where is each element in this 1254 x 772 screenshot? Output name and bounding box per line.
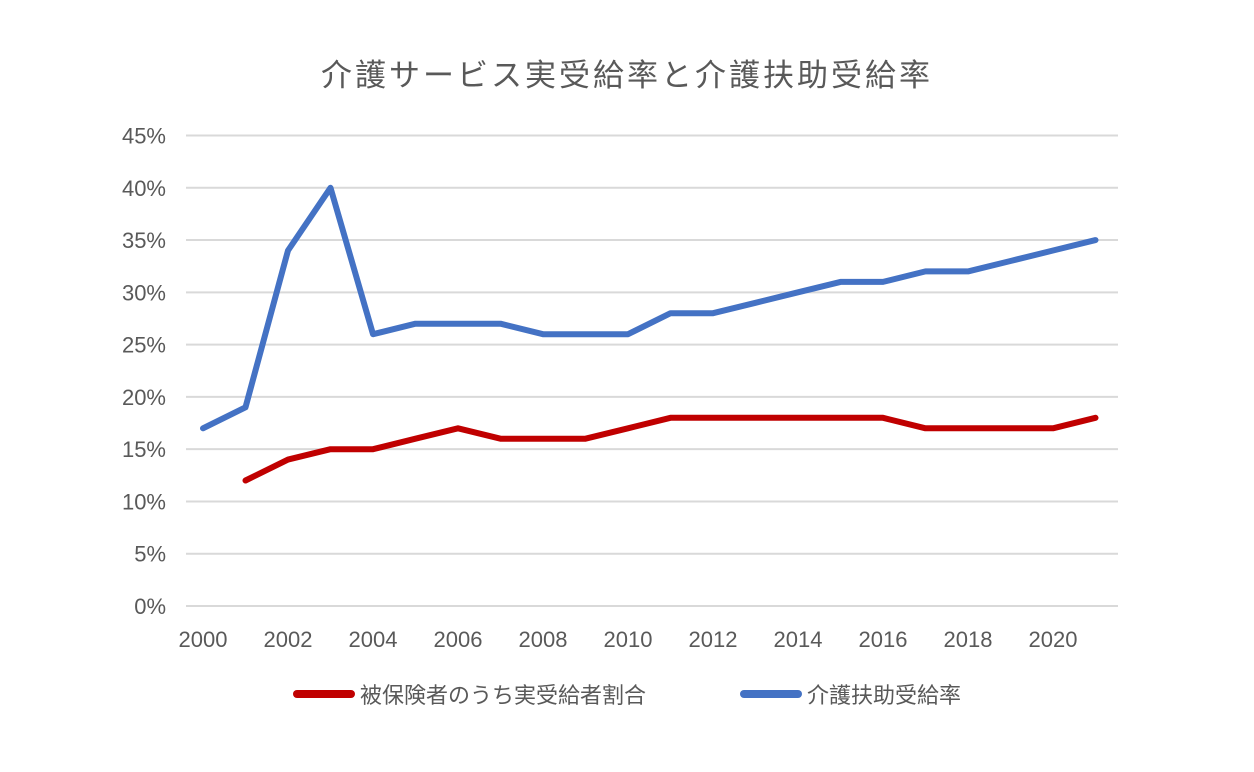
x-axis-tick-2000: 2000: [179, 627, 228, 652]
y-axis-tick-5%: 5%: [134, 542, 166, 567]
x-axis-tick-2008: 2008: [519, 627, 568, 652]
x-axis-tick-2010: 2010: [604, 627, 653, 652]
y-axis-tick-25%: 25%: [122, 333, 166, 358]
y-axis-tick-10%: 10%: [122, 489, 166, 514]
x-axis-tick-2012: 2012: [689, 627, 738, 652]
y-axis-tick-15%: 15%: [122, 437, 166, 462]
blue-line-swatch: [740, 690, 802, 698]
x-axis-tick-2014: 2014: [774, 627, 823, 652]
y-axis-tick-40%: 40%: [122, 176, 166, 201]
series-line-0: [242, 414, 1099, 484]
x-axis-tick-2016: 2016: [859, 627, 908, 652]
x-axis-tick-2020: 2020: [1029, 627, 1078, 652]
x-axis-tick-2002: 2002: [264, 627, 313, 652]
legend-item-care-assistance: 介護扶助受給率: [740, 678, 961, 710]
x-axis-tick-2018: 2018: [944, 627, 993, 652]
x-axis-tick-2004: 2004: [349, 627, 398, 652]
legend-item-insured-recipients: 被保険者のうち実受給者割合: [292, 678, 646, 710]
series-line-1: [200, 184, 1099, 432]
chart-legend: 被保険者のうち実受給者割合 介護扶助受給率: [0, 678, 1254, 710]
y-axis-tick-20%: 20%: [122, 385, 166, 410]
y-axis-tick-45%: 45%: [122, 124, 166, 149]
y-axis-tick-0%: 0%: [134, 594, 166, 619]
y-axis-tick-35%: 35%: [122, 228, 166, 253]
legend-label-care-assistance: 介護扶助受給率: [807, 683, 962, 708]
chart-title: 介護サービス実受給率と介護扶助受給率: [321, 58, 933, 93]
legend-label-insured-recipients: 被保険者のうち実受給者割合: [359, 683, 646, 708]
red-line-swatch: [292, 690, 355, 698]
x-axis-tick-2006: 2006: [434, 627, 483, 652]
y-axis-tick-30%: 30%: [122, 280, 166, 305]
